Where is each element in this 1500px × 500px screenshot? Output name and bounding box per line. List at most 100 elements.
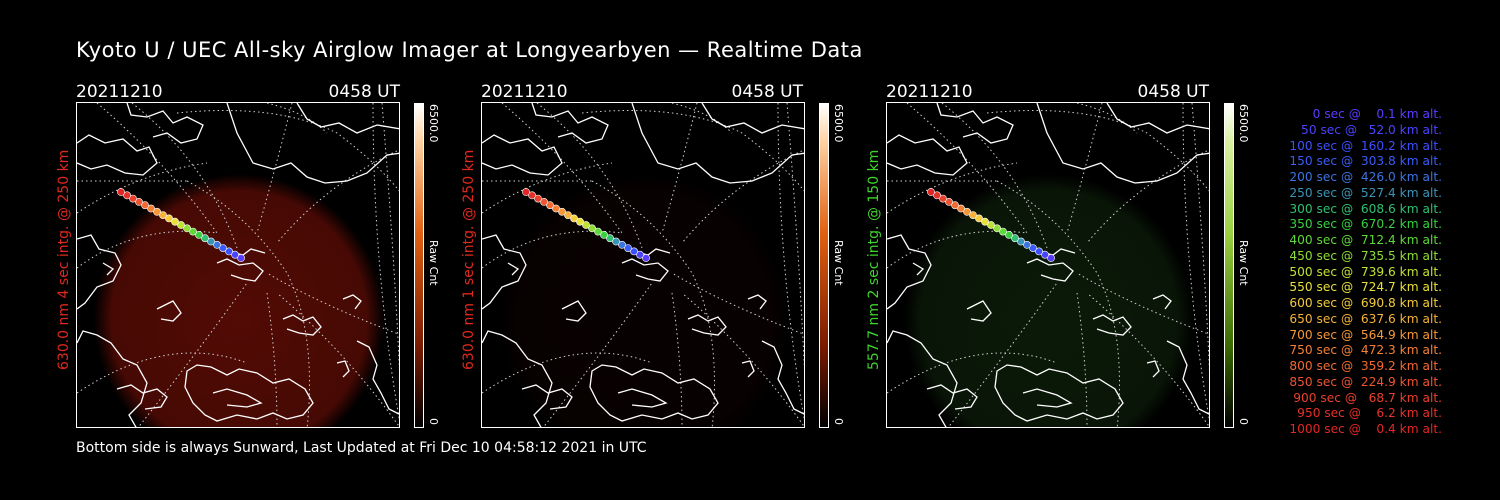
trajectory-point [963, 207, 971, 216]
coastline [482, 134, 563, 176]
trajectory-point [225, 247, 233, 256]
lat-lon-gridline [96, 103, 218, 234]
trajectory-point [1029, 244, 1037, 252]
trajectory-point [582, 221, 590, 229]
lat-lon-gridline [482, 230, 623, 269]
lat-lon-gridline [266, 272, 399, 335]
trajectory-legend: 0 sec @ 0.1 km alt. 50 sec @ 52.0 km alt… [1262, 107, 1442, 438]
lat-lon-gridline [482, 352, 653, 394]
trajectory-point [951, 201, 959, 210]
coastline [212, 388, 263, 408]
panel1-image [76, 102, 400, 428]
trajectory-point [969, 211, 977, 219]
trajectory-point [606, 234, 614, 243]
panel3-cbar-min: 0 [1237, 418, 1250, 425]
trajectory-point [993, 224, 1001, 233]
lat-lon-gridline [137, 282, 248, 427]
trajectory-point [153, 207, 161, 216]
panel1-colorbar [414, 103, 424, 428]
legend-entry: 800 sec @ 359.2 km alt. [1285, 359, 1442, 373]
panel1-time: 0458 UT [328, 82, 401, 102]
trajectory-point [927, 188, 935, 196]
panel2-colorbar [819, 103, 829, 428]
lat-lon-gridline [777, 103, 804, 421]
panel3-cbar-max: 6500.0 [1237, 104, 1250, 143]
legend-entry: 150 sec @ 303.8 km alt. [1285, 154, 1442, 169]
trajectory-point [195, 230, 203, 239]
trajectory-point [1017, 237, 1025, 246]
lat-lon-gridline [581, 110, 804, 192]
trajectory-point [135, 198, 143, 206]
trajectory-point [594, 227, 602, 236]
lat-lon-gridline [681, 292, 804, 427]
coastline [342, 294, 362, 310]
coastline [1026, 258, 1074, 282]
coastline [296, 103, 399, 134]
trajectory-point [630, 247, 638, 256]
legend-entry: 200 sec @ 426.0 km alt. [1285, 170, 1442, 184]
coastline [126, 103, 204, 144]
lat-lon-gridline [131, 103, 238, 249]
trajectory-point [1005, 230, 1013, 239]
coastline [741, 360, 755, 378]
legend-entry: 600 sec @ 690.8 km alt. [1285, 296, 1442, 310]
legend-entry: 750 sec @ 472.3 km alt. [1285, 343, 1442, 358]
trajectory-point [171, 217, 179, 226]
coastline [701, 103, 804, 134]
coastline [912, 262, 925, 276]
lat-lon-gridline [947, 282, 1058, 427]
trajectory-point [570, 214, 578, 223]
legend-entry: 300 sec @ 608.6 km alt. [1285, 201, 1442, 216]
lat-lon-gridline [941, 103, 1048, 249]
panel3-time: 0458 UT [1137, 82, 1210, 102]
legend-entry: 350 sec @ 670.2 km alt. [1285, 217, 1442, 232]
panel3-colorbar [1224, 103, 1234, 428]
legend-entry: 950 sec @ 6.2 km alt. [1293, 406, 1442, 421]
coastline [966, 300, 992, 322]
lat-lon-gridline [186, 180, 310, 427]
lat-lon-gridline [786, 103, 804, 371]
coastline [356, 340, 399, 415]
trajectory-point [945, 198, 953, 206]
coastline [936, 103, 1014, 144]
coastline [926, 384, 978, 410]
trajectory-point [975, 214, 983, 223]
lat-lon-gridline [266, 103, 328, 134]
coastline [887, 134, 968, 176]
coastline [521, 384, 573, 410]
lat-lon-gridline [256, 103, 293, 234]
trajectory-point [165, 214, 173, 223]
trajectory-point [600, 230, 608, 239]
airglow-image [904, 174, 1194, 427]
panel1-ylabel: 630.0 nm 4 sec intg. @ 250 km [56, 149, 72, 370]
coastline [887, 330, 958, 427]
trajectory-point [1041, 250, 1049, 259]
trajectory-point [207, 237, 215, 246]
lat-lon-gridline [996, 180, 1120, 427]
legend-entry: 50 sec @ 52.0 km alt. [1293, 122, 1442, 137]
legend-entry: 0 sec @ 0.1 km alt. [1301, 107, 1442, 121]
panel1-cbar-unit: Raw Cnt [427, 240, 440, 286]
legend-entry: 1000 sec @ 0.4 km alt. [1289, 422, 1442, 436]
coastline [1166, 340, 1209, 415]
panel3-ylabel: 557.7 nm 2 sec intg. @ 150 km [866, 149, 882, 370]
coastline [507, 262, 520, 276]
trajectory-point [183, 224, 191, 233]
trajectory-point [117, 188, 125, 196]
trajectory-point [231, 250, 239, 259]
lat-lon-gridline [276, 292, 399, 427]
lat-lon-gridline [1086, 292, 1209, 427]
lat-lon-gridline [501, 103, 623, 234]
page-title: Kyoto U / UEC All-sky Airglow Imager at … [76, 38, 863, 62]
lat-lon-gridline [1076, 103, 1138, 134]
trajectory-point [237, 254, 245, 262]
coastline [589, 364, 719, 422]
trajectory-point [123, 191, 131, 200]
lat-lon-gridline [1191, 103, 1209, 371]
trajectory-point [558, 207, 566, 216]
trajectory-point [999, 227, 1007, 236]
coastline [1022, 388, 1073, 408]
lat-lon-gridline [77, 352, 248, 394]
trajectory-point [141, 201, 149, 210]
coastline [226, 103, 399, 184]
